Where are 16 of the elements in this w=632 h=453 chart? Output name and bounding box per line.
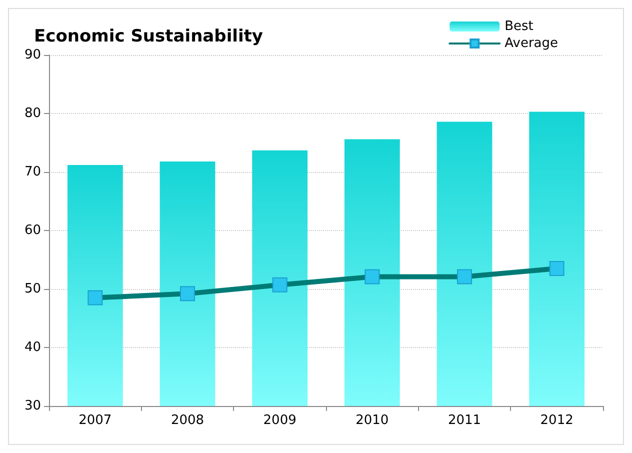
y-tick-label: 40	[24, 340, 41, 355]
y-tick-label: 60	[24, 223, 41, 238]
y-tick-label: 70	[24, 164, 41, 180]
x-tick-label: 2009	[263, 413, 296, 428]
x-tick-label: 2007	[78, 413, 112, 428]
chart-title: Economic Sustainability	[34, 26, 264, 46]
y-tick-label: 30	[24, 398, 41, 414]
legend-label: Average	[504, 36, 558, 51]
legend-label: Best	[504, 19, 534, 34]
x-tick-label: 2011	[448, 413, 482, 428]
y-tick-label: 50	[24, 282, 41, 296]
y-tick-label: 80	[24, 106, 41, 121]
x-tick-label: 2010	[356, 413, 389, 428]
x-tick-label: 2012	[540, 413, 574, 428]
x-tick-label: 2008	[170, 413, 204, 428]
y-tick-label: 90	[24, 48, 41, 62]
